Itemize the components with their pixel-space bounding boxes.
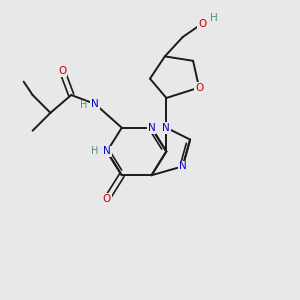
Text: N: N: [91, 99, 99, 109]
Text: H: H: [80, 100, 87, 110]
Text: N: N: [103, 146, 111, 157]
Text: H: H: [91, 146, 98, 157]
Text: N: N: [179, 161, 187, 171]
Text: O: O: [58, 66, 66, 76]
Text: N: N: [148, 123, 155, 133]
Text: O: O: [195, 82, 203, 93]
Text: H: H: [210, 13, 218, 23]
Text: O: O: [198, 19, 206, 29]
Text: N: N: [163, 123, 170, 133]
Text: O: O: [103, 194, 111, 204]
